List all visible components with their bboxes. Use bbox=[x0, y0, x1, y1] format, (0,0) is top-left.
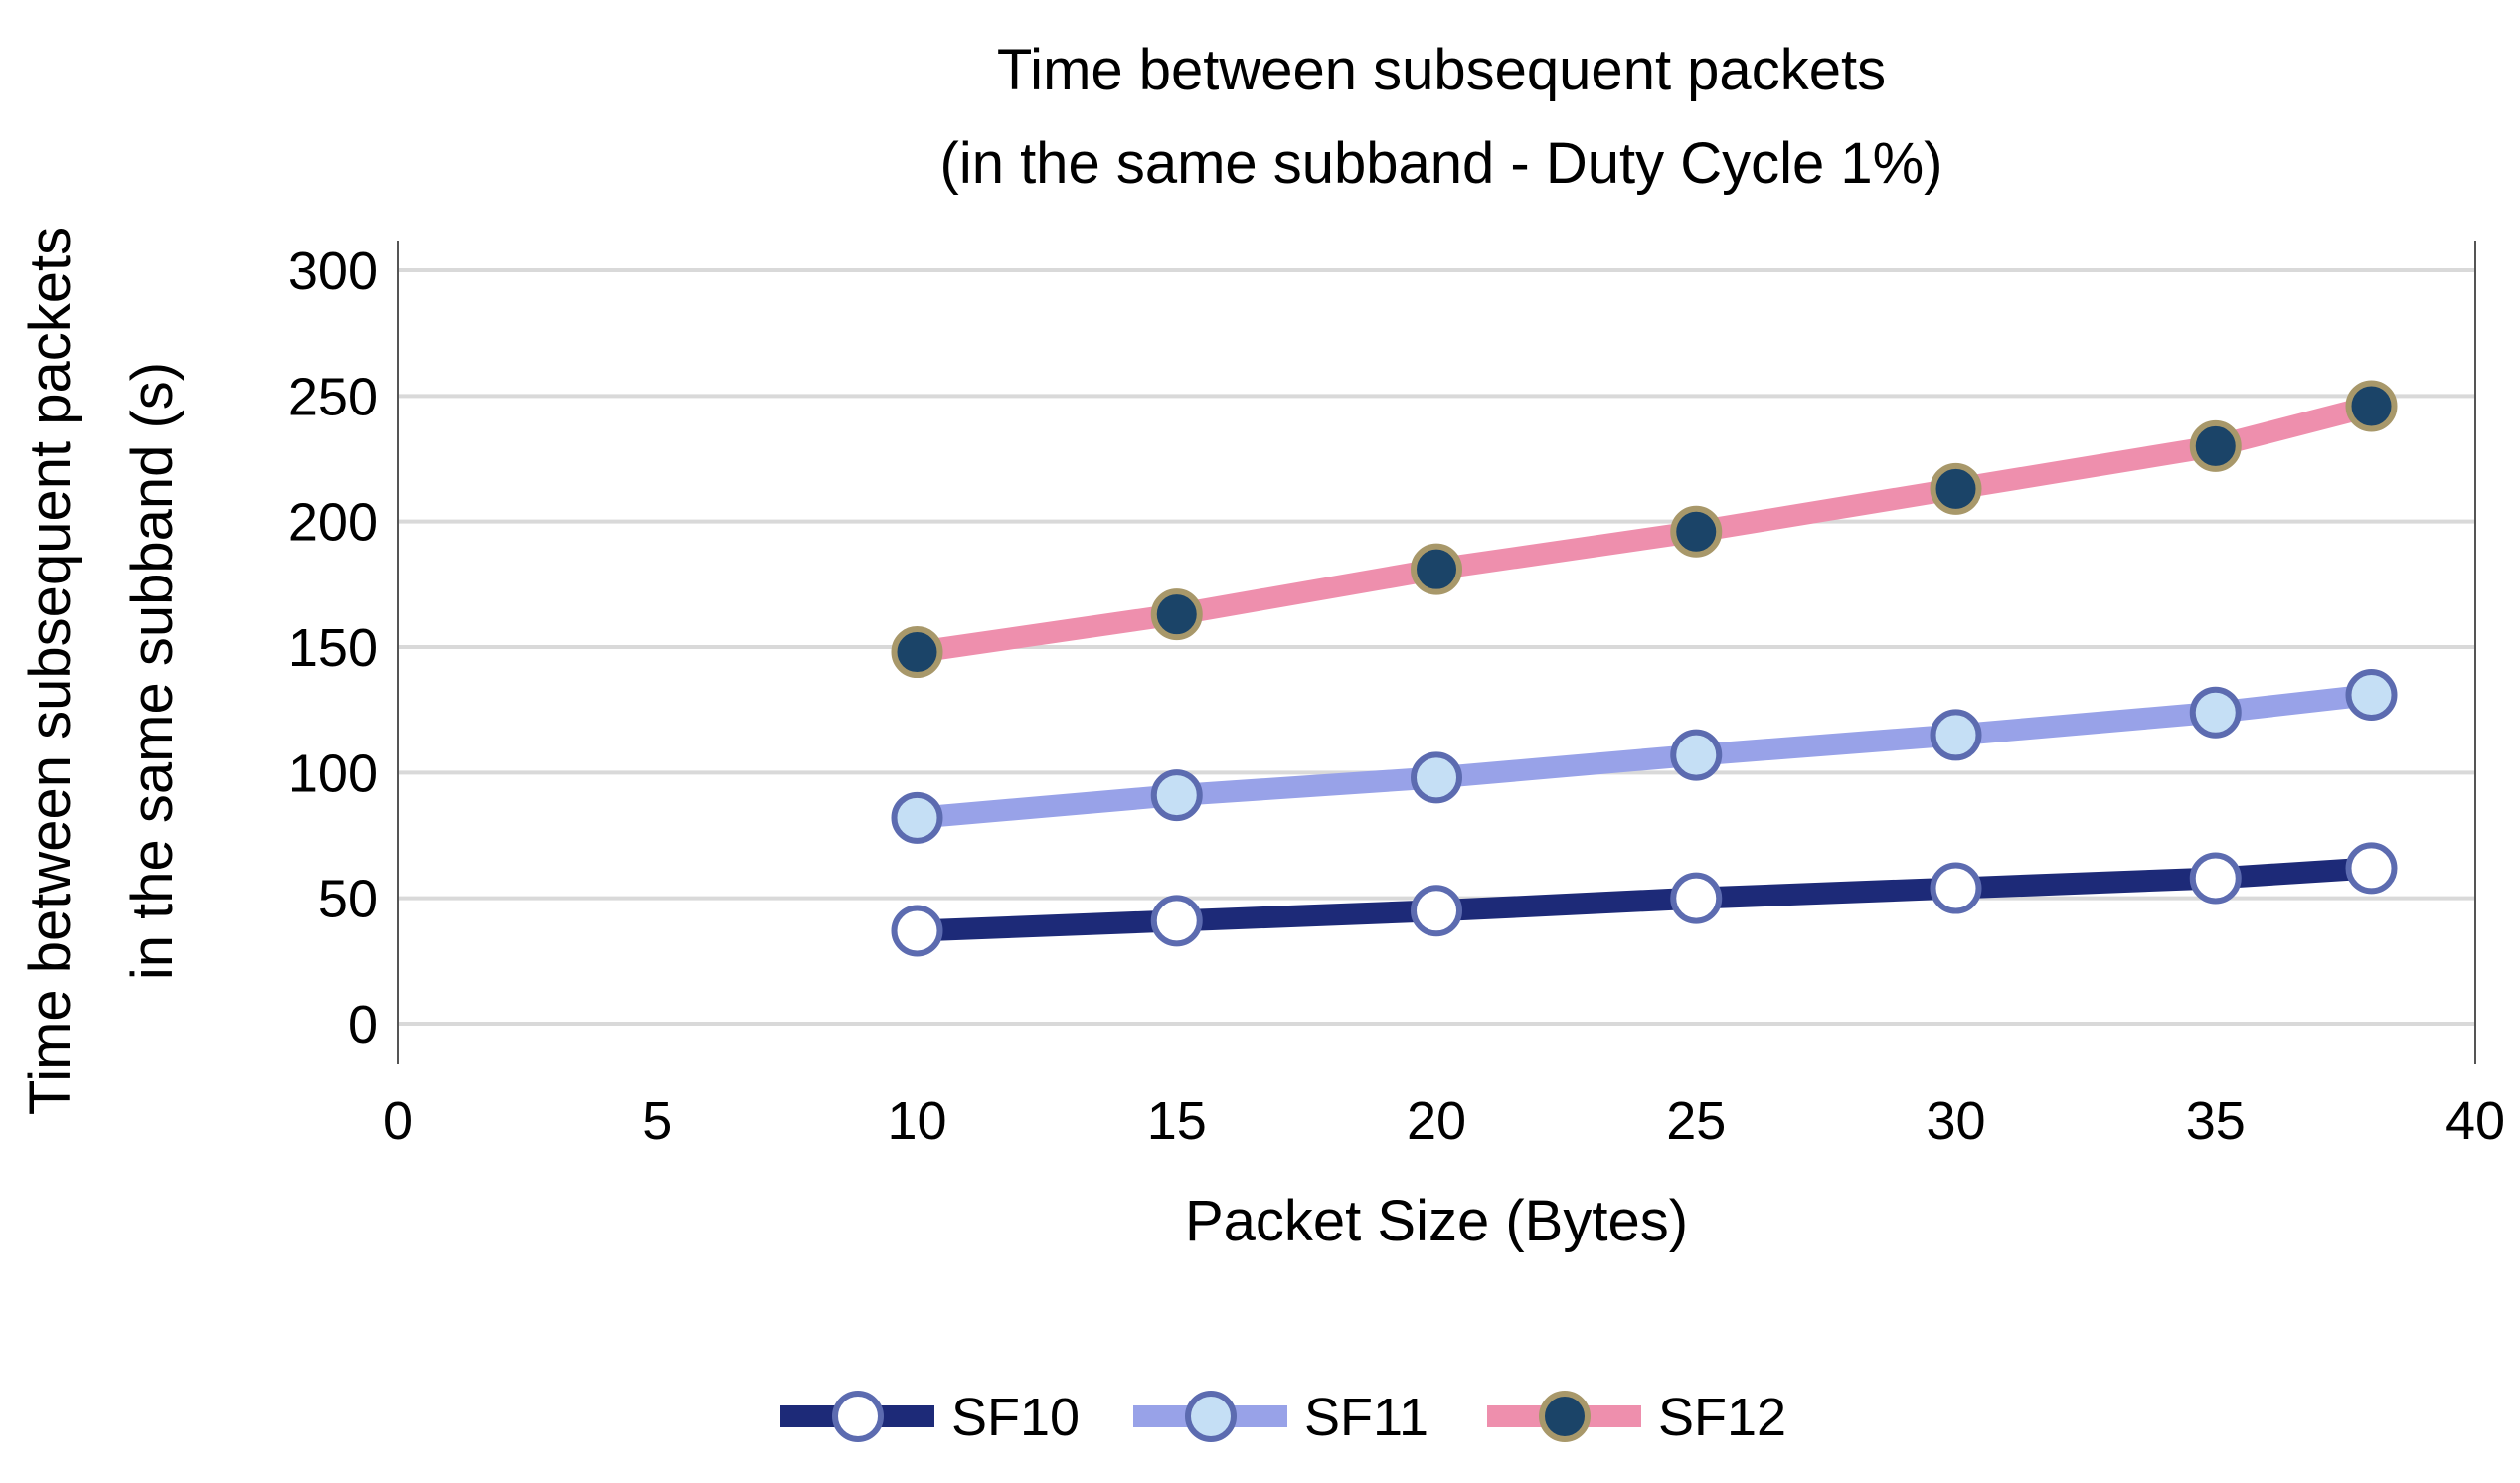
data-point-sf12 bbox=[2189, 419, 2242, 472]
x-tick-label: 10 bbox=[887, 1091, 946, 1151]
data-point-sf11 bbox=[2189, 686, 2242, 739]
data-point-sf12 bbox=[1930, 462, 1982, 515]
y-axis-title-line: Time between subsequent packets bbox=[18, 227, 83, 1115]
data-point-sf11 bbox=[2345, 669, 2398, 722]
x-tick-label: 5 bbox=[642, 1091, 672, 1151]
data-point-sf11 bbox=[1670, 729, 1723, 781]
x-tick-label: 0 bbox=[383, 1091, 413, 1151]
chart-title: Time between subsequent packets (in the s… bbox=[940, 38, 1943, 196]
data-point-sf12 bbox=[891, 626, 943, 679]
y-tick-label: 250 bbox=[288, 367, 378, 426]
data-point-sf11 bbox=[891, 791, 943, 844]
x-tick-label: 25 bbox=[1666, 1091, 1726, 1151]
x-axis-title: Packet Size (Bytes) bbox=[1185, 1189, 1688, 1253]
y-axis-ticks: 0 50 100 150 200 250 300 bbox=[288, 242, 378, 1055]
legend: SF10 SF11 SF12 bbox=[780, 1388, 1786, 1447]
chart-title-line: Time between subsequent packets bbox=[997, 38, 1886, 102]
data-point-sf11 bbox=[1411, 751, 1462, 804]
x-tick-label: 20 bbox=[1407, 1091, 1466, 1151]
y-axis-title: Time between subsequent packets in the sa… bbox=[18, 227, 185, 1115]
x-axis-ticks: 0 5 10 15 20 25 30 35 40 bbox=[383, 1091, 2505, 1151]
data-point-sf10 bbox=[1670, 872, 1723, 924]
y-axis-title-line: in the same subband (s) bbox=[120, 362, 185, 980]
legend-label-sf12: SF12 bbox=[1658, 1388, 1786, 1447]
x-tick-label: 30 bbox=[1926, 1091, 1985, 1151]
data-point-sf10 bbox=[2345, 842, 2398, 895]
y-tick-label: 0 bbox=[348, 995, 378, 1055]
data-point-sf12 bbox=[2345, 380, 2398, 432]
axes bbox=[397, 241, 2476, 1064]
data-point-sf10 bbox=[2189, 852, 2242, 905]
data-point-sf10 bbox=[1411, 885, 1462, 937]
data-point-sf12 bbox=[1411, 543, 1462, 595]
legend-marker-sf12 bbox=[1539, 1391, 1591, 1442]
y-tick-label: 150 bbox=[288, 618, 378, 678]
y-tick-label: 100 bbox=[288, 743, 378, 803]
data-point-sf11 bbox=[1150, 769, 1203, 822]
y-tick-label: 200 bbox=[288, 493, 378, 553]
data-series bbox=[891, 380, 2398, 957]
series-line-sf12 bbox=[915, 395, 2375, 663]
gridlines bbox=[398, 268, 2475, 901]
legend-label-sf10: SF10 bbox=[951, 1388, 1080, 1447]
y-tick-label: 50 bbox=[318, 870, 378, 929]
data-point-sf11 bbox=[1930, 709, 1982, 761]
legend-marker-sf10 bbox=[832, 1391, 884, 1442]
data-point-sf12 bbox=[1150, 588, 1203, 641]
data-point-sf12 bbox=[1670, 505, 1723, 558]
legend-label-sf11: SF11 bbox=[1304, 1388, 1428, 1447]
x-axis-title-text: Packet Size (Bytes) bbox=[1185, 1189, 1688, 1253]
x-tick-label: 35 bbox=[2186, 1091, 2246, 1151]
x-tick-label: 40 bbox=[2445, 1091, 2505, 1151]
data-point-sf10 bbox=[891, 905, 943, 957]
y-tick-label: 300 bbox=[288, 242, 378, 301]
series-line-sf11 bbox=[916, 684, 2373, 829]
data-point-sf10 bbox=[1930, 862, 1982, 914]
chart-title-line: (in the same subband - Duty Cycle 1%) bbox=[940, 131, 1943, 196]
data-point-sf10 bbox=[1150, 895, 1203, 947]
x-tick-label: 15 bbox=[1147, 1091, 1207, 1151]
legend-marker-sf11 bbox=[1185, 1391, 1237, 1442]
